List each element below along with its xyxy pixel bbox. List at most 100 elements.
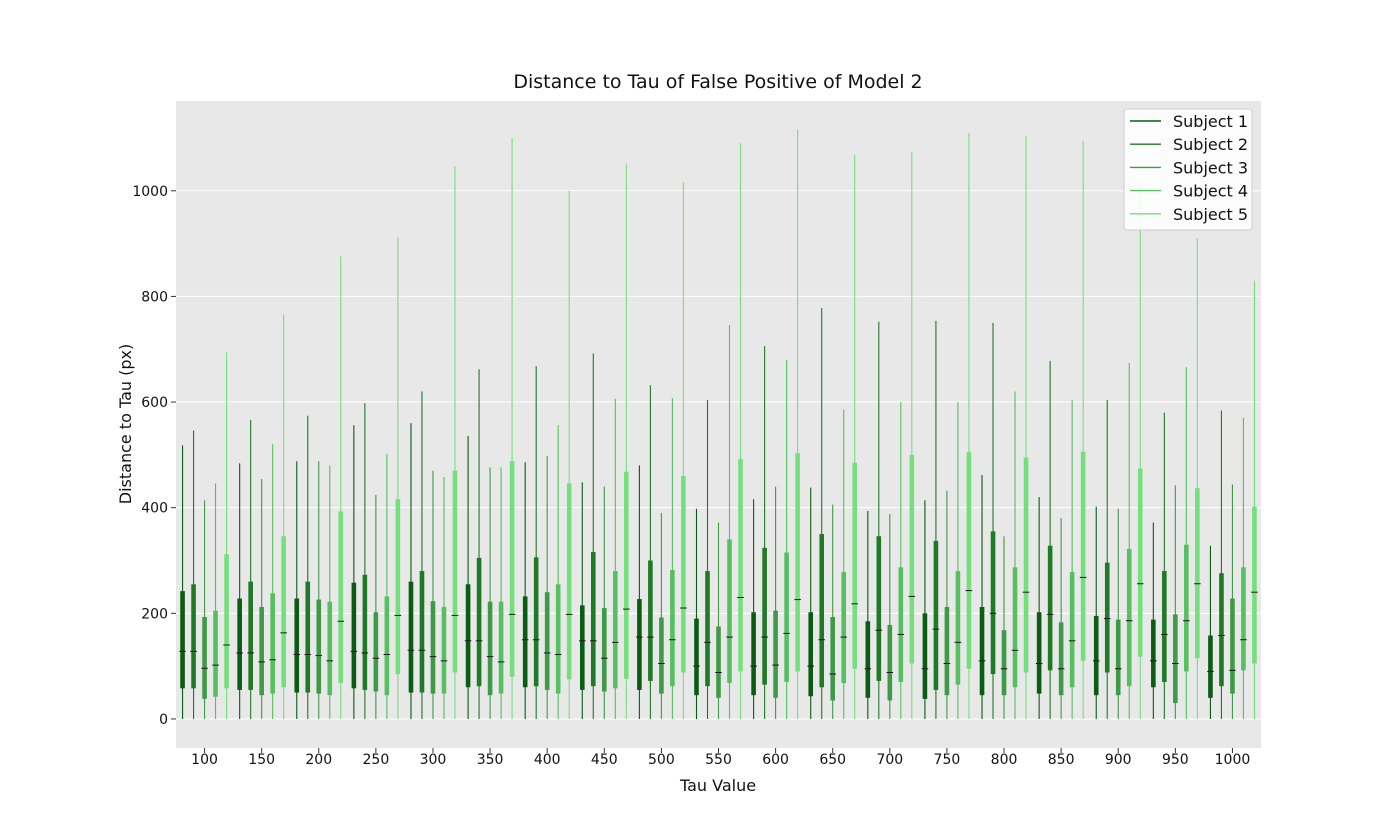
x-axis-label: Tau Value bbox=[679, 776, 756, 795]
box-item bbox=[943, 490, 951, 719]
box-item bbox=[315, 461, 323, 719]
box-body bbox=[784, 552, 789, 682]
box-item bbox=[1035, 497, 1043, 719]
box-item bbox=[932, 320, 940, 719]
box-body bbox=[933, 540, 939, 690]
box-item bbox=[337, 256, 345, 719]
box-item bbox=[1218, 410, 1225, 719]
x-tick-label: 650 bbox=[819, 752, 846, 768]
box-item bbox=[1022, 135, 1030, 719]
box-body bbox=[362, 574, 368, 690]
x-tick-label: 200 bbox=[305, 752, 332, 768]
x-tick-label: 350 bbox=[477, 752, 504, 768]
box-item bbox=[1103, 399, 1111, 719]
x-tick-label: 250 bbox=[363, 752, 390, 768]
box-body bbox=[305, 581, 311, 693]
box-item bbox=[783, 359, 790, 719]
box-item bbox=[565, 190, 573, 719]
box-body bbox=[476, 557, 482, 687]
box-body bbox=[659, 617, 664, 694]
box-item bbox=[1079, 141, 1087, 719]
box-body bbox=[727, 539, 732, 684]
box-body bbox=[533, 557, 539, 687]
box-item bbox=[304, 415, 312, 719]
box-item bbox=[475, 369, 483, 719]
box-body bbox=[579, 605, 585, 690]
box-item bbox=[851, 154, 859, 719]
box-body bbox=[498, 601, 504, 694]
box-body bbox=[1069, 572, 1075, 688]
box-item bbox=[247, 420, 254, 719]
box-item bbox=[1161, 412, 1168, 719]
box-item bbox=[532, 366, 540, 719]
box-body bbox=[865, 621, 871, 698]
box-item bbox=[394, 237, 402, 719]
box-body bbox=[762, 547, 767, 685]
box-item bbox=[794, 129, 801, 719]
box-body bbox=[1184, 544, 1189, 672]
box-item bbox=[451, 166, 459, 719]
box-body bbox=[213, 610, 218, 697]
legend-entry: Subject 2 bbox=[1173, 135, 1248, 154]
box-body bbox=[259, 606, 264, 696]
box-body bbox=[408, 581, 414, 693]
x-tick-label: 950 bbox=[1162, 752, 1189, 768]
box-body bbox=[384, 596, 390, 696]
box-item bbox=[647, 385, 654, 719]
box-item bbox=[326, 465, 334, 719]
box-body bbox=[509, 461, 515, 677]
box-item bbox=[1011, 391, 1019, 719]
box-item bbox=[554, 425, 562, 719]
box-body bbox=[637, 599, 642, 690]
box-item bbox=[680, 182, 687, 719]
box-item bbox=[1194, 238, 1201, 719]
box-item bbox=[897, 402, 905, 719]
legend-entry: Subject 1 bbox=[1173, 112, 1248, 131]
y-axis-label: Distance to Tau (px) bbox=[116, 344, 135, 504]
y-axis-ticks: 0 200 400 600 800 1000 bbox=[132, 184, 176, 728]
box-body bbox=[338, 511, 344, 684]
box-body bbox=[1012, 567, 1018, 688]
box-body bbox=[441, 606, 447, 694]
box-body bbox=[237, 598, 242, 690]
box-item bbox=[726, 324, 733, 719]
y-tick-label: 0 bbox=[159, 712, 168, 728]
x-tick-label: 750 bbox=[934, 752, 961, 768]
x-tick-label: 300 bbox=[420, 752, 447, 768]
box-item bbox=[521, 462, 529, 719]
box-item bbox=[875, 321, 883, 719]
box-body bbox=[1195, 488, 1200, 659]
box-body bbox=[681, 475, 686, 673]
box-body bbox=[979, 606, 985, 696]
box-item bbox=[600, 486, 608, 719]
box-body bbox=[1230, 598, 1235, 694]
box-item bbox=[1057, 518, 1065, 719]
box-body bbox=[716, 626, 721, 698]
box-body bbox=[944, 606, 950, 696]
x-tick-label: 150 bbox=[248, 752, 275, 768]
box-item bbox=[737, 143, 744, 719]
box-item bbox=[669, 397, 676, 719]
x-tick-label: 600 bbox=[762, 752, 789, 768]
box-body bbox=[830, 617, 836, 701]
box-body bbox=[795, 453, 800, 672]
box-body bbox=[966, 452, 972, 669]
box-item bbox=[840, 409, 848, 719]
box-body bbox=[373, 612, 379, 692]
box-item bbox=[429, 470, 437, 719]
box-item bbox=[589, 353, 597, 719]
x-tick-label: 1000 bbox=[1215, 752, 1251, 768]
box-body bbox=[990, 531, 996, 675]
box-item bbox=[543, 455, 551, 719]
y-tick-label: 1000 bbox=[132, 184, 168, 200]
box-body bbox=[841, 572, 847, 684]
box-body bbox=[1093, 615, 1099, 696]
box-item bbox=[658, 512, 665, 719]
box-body bbox=[555, 584, 561, 694]
box-body bbox=[395, 499, 401, 675]
box-item bbox=[1046, 360, 1054, 719]
box-item bbox=[440, 477, 448, 719]
box-item bbox=[704, 399, 711, 719]
box-body bbox=[751, 612, 756, 696]
box-item bbox=[223, 352, 230, 719]
